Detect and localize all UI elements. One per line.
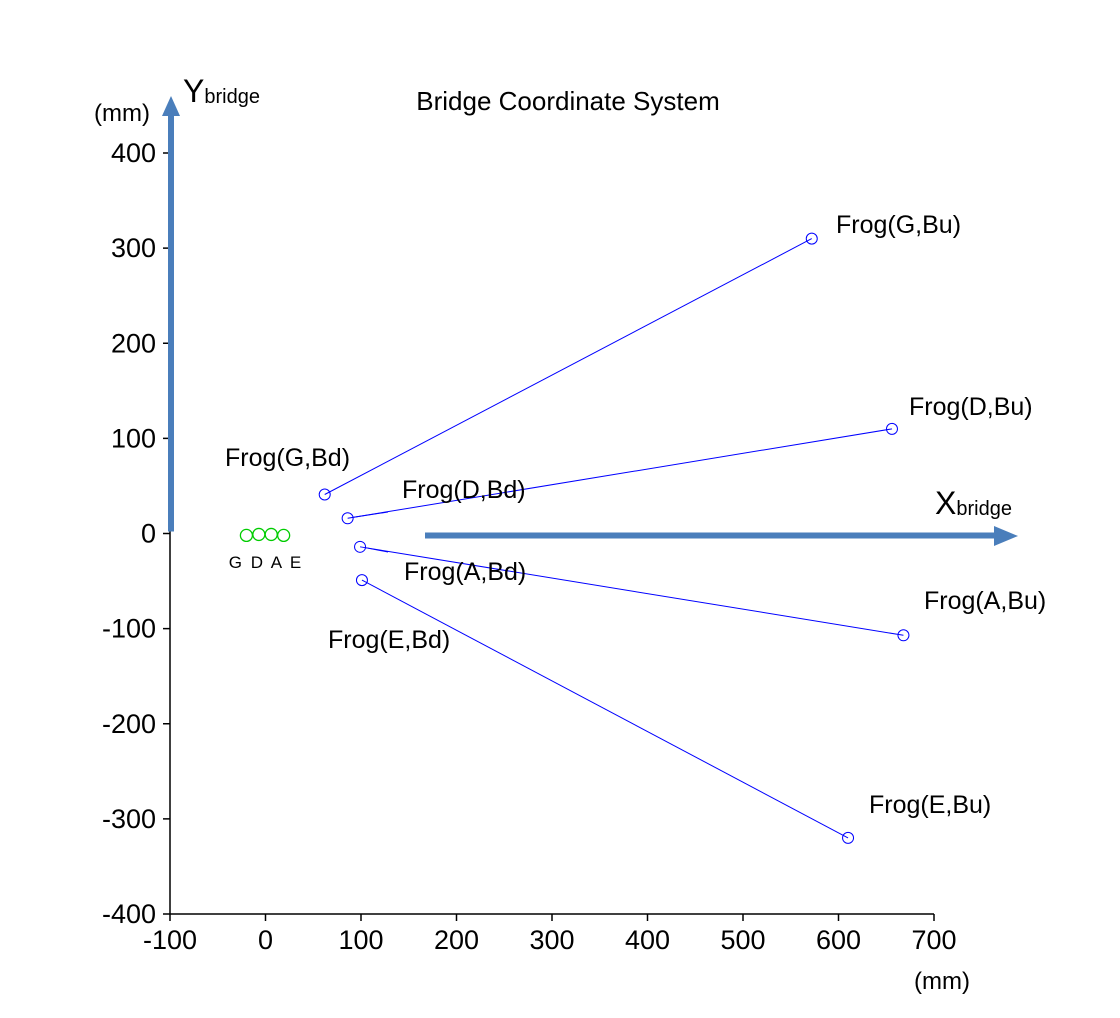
y-tick-label: 400 <box>111 138 156 168</box>
y-tick-label: 200 <box>111 328 156 358</box>
frog-bd-point <box>318 488 331 501</box>
origin-points-label: G D A E <box>229 553 303 572</box>
frog-bd-point <box>341 512 354 525</box>
x-tick-label: 700 <box>911 925 956 955</box>
label-leader-line <box>353 511 389 518</box>
frog-bu-label: Frog(D,Bu) <box>909 393 1033 421</box>
plot-marks <box>239 232 910 844</box>
y-tick-label: -100 <box>102 614 156 644</box>
x-axis-name-main: X <box>935 485 956 521</box>
y-tick-label: 300 <box>111 233 156 263</box>
y-tick-label: -200 <box>102 709 156 739</box>
frog-line <box>347 428 893 519</box>
frog-bu-point <box>842 831 855 844</box>
frog-line <box>361 579 849 839</box>
y-tick-label: 100 <box>111 423 156 453</box>
frog-bu-point <box>885 422 898 435</box>
x-tick-label: 0 <box>258 925 273 955</box>
frog-bu-label: Frog(G,Bu) <box>836 211 961 239</box>
x-unit-label: (mm) <box>914 968 970 995</box>
x-tick-label: -100 <box>143 925 197 955</box>
origin-point <box>239 528 254 543</box>
frog-bu-point <box>805 232 818 245</box>
x-tick-label: 100 <box>338 925 383 955</box>
y-tick-label: -400 <box>102 899 156 929</box>
y-tick-label: -300 <box>102 804 156 834</box>
x-tick-label: 600 <box>816 925 861 955</box>
x-tick-label: 300 <box>529 925 574 955</box>
frog-bu-point <box>897 629 910 642</box>
y-unit-label: (mm) <box>94 100 150 127</box>
frog-bd-point <box>354 540 367 553</box>
frog-bd-label: Frog(D,Bd) <box>402 476 526 504</box>
y-axis-name-main: Y <box>183 73 204 109</box>
chart-title: Bridge Coordinate System <box>416 86 719 116</box>
frog-line <box>324 238 812 495</box>
label-leader-line <box>365 547 389 553</box>
frog-bd-label: Frog(G,Bd) <box>225 444 350 472</box>
x-bridge-axis-name: Xbridge <box>935 485 1012 521</box>
origin-point <box>276 528 291 543</box>
x-tick-label: 500 <box>720 925 765 955</box>
frog-bd-label: Frog(E,Bd) <box>328 626 450 654</box>
y-tick-label: 0 <box>141 519 156 549</box>
y-bridge-axis-name: Ybridge <box>183 73 260 109</box>
point-labels: G D A E Frog(G,Bd) Frog(G,Bu) Frog(D,Bd) Fro… <box>225 211 1046 819</box>
frog-line <box>359 546 904 636</box>
x-tick-label: 200 <box>434 925 479 955</box>
y-axis-name-sub: bridge <box>204 86 260 108</box>
frog-bu-label: Frog(A,Bu) <box>924 587 1046 615</box>
y-bridge-arrow-head <box>162 96 180 116</box>
frog-bd-label: Frog(A,Bd) <box>404 558 526 586</box>
origin-point <box>252 527 266 542</box>
frog-bd-point <box>355 574 368 587</box>
x-bridge-arrow-head <box>994 526 1018 546</box>
origin-point <box>264 527 278 542</box>
frog-bu-label: Frog(E,Bu) <box>869 791 991 819</box>
x-axis-name-sub: bridge <box>956 498 1012 520</box>
x-tick-label: 400 <box>625 925 670 955</box>
